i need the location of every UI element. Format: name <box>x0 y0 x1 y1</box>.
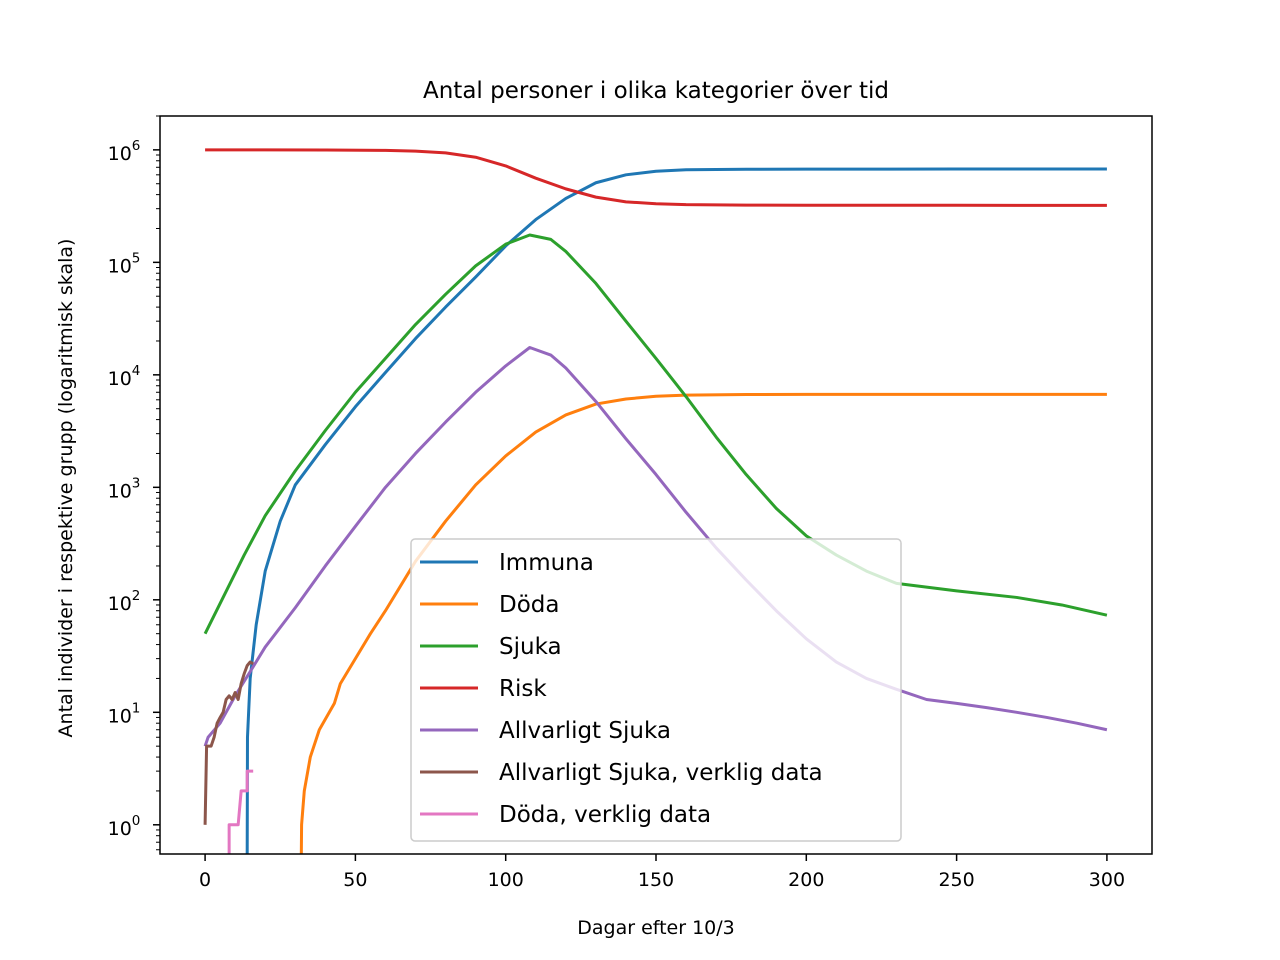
chart-title: Antal personer i olika kategorier över t… <box>423 78 889 104</box>
x-tick-label: 250 <box>938 869 974 891</box>
legend-label: Sjuka <box>499 634 562 660</box>
series-line <box>205 148 1107 207</box>
y-axis-ticks: 100 101 102 103 104 105 106 <box>108 115 160 851</box>
y-tick-label: 100 <box>108 813 141 840</box>
x-tick-label: 200 <box>788 869 824 891</box>
series-line <box>299 392 1107 854</box>
y-tick-label: 106 <box>108 138 141 165</box>
x-tick-label: 100 <box>488 869 524 891</box>
legend-label: Allvarligt Sjuka <box>499 718 671 744</box>
x-tick-label: 50 <box>343 869 367 891</box>
legend-label: Döda, verklig data <box>499 802 711 828</box>
legend: Immuna Döda Sjuka Risk Allvarligt Sjuka Allva… <box>410 538 902 842</box>
x-tick-label: 0 <box>199 869 211 891</box>
y-tick-label: 102 <box>108 588 141 615</box>
series-line <box>245 167 1107 854</box>
legend-label: Döda <box>499 592 559 618</box>
legend-label: Immuna <box>499 550 594 576</box>
x-axis-label: Dagar efter 10/3 <box>577 917 735 939</box>
y-tick-label: 103 <box>108 475 141 502</box>
series-line <box>227 769 254 854</box>
x-tick-label: 300 <box>1089 869 1125 891</box>
y-tick-label: 105 <box>108 250 141 277</box>
legend-label: Allvarligt Sjuka, verklig data <box>499 760 823 786</box>
series-line <box>203 660 254 825</box>
series-line <box>203 346 1108 747</box>
y-tick-label: 101 <box>108 700 141 727</box>
y-axis-label: Antal individer i respektive grupp (loga… <box>55 239 77 738</box>
x-axis-ticks: 0 50 100 150 200 250 300 <box>199 854 1125 891</box>
legend-label: Risk <box>499 676 547 702</box>
legend-box <box>410 538 902 842</box>
y-tick-label: 104 <box>108 363 141 390</box>
x-tick-label: 150 <box>638 869 674 891</box>
